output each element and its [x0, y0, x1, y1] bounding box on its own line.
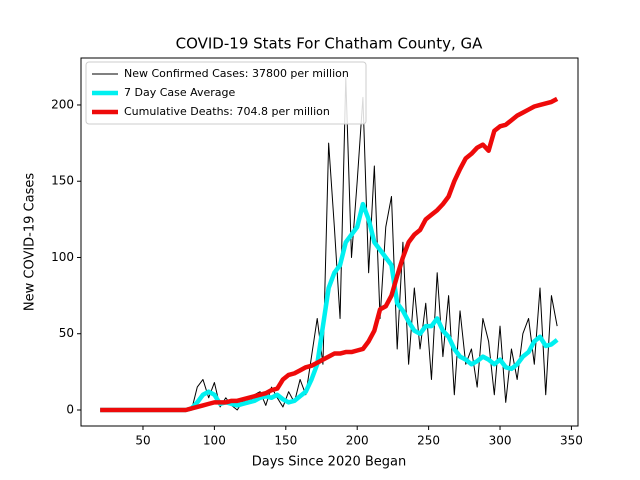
legend-label: New Confirmed Cases: 37800 per million — [124, 67, 349, 80]
y-tick-label: 200 — [51, 97, 74, 111]
x-tick-label: 300 — [489, 434, 512, 448]
plot-frame — [80, 57, 579, 427]
legend-label: Cumulative Deaths: 704.8 per million — [124, 105, 330, 118]
legend-box — [85, 61, 367, 125]
y-tick-label: 100 — [51, 250, 74, 264]
legend-label: 7 Day Case Average — [124, 86, 236, 99]
x-tick-label: 350 — [560, 434, 583, 448]
series-line — [100, 201, 559, 413]
legend: New Confirmed Cases: 37800 per million 7 … — [85, 61, 367, 125]
series-line — [100, 96, 559, 413]
x-tick-label: 150 — [274, 434, 297, 448]
x-axis-label: Days Since 2020 Began — [252, 455, 407, 470]
y-tick-label: 50 — [59, 326, 74, 340]
x-tick-label: 250 — [417, 434, 440, 448]
x-tick-label: 50 — [135, 434, 150, 448]
x-tick-label: 100 — [203, 434, 226, 448]
y-axis-label: New COVID-19 Cases — [23, 173, 38, 311]
x-tick-label: 200 — [346, 434, 369, 448]
y-tick-label: 0 — [66, 402, 74, 416]
chart-title: COVID-19 Stats For Chatham County, GA — [176, 35, 483, 53]
y-tick-label: 150 — [51, 174, 74, 188]
